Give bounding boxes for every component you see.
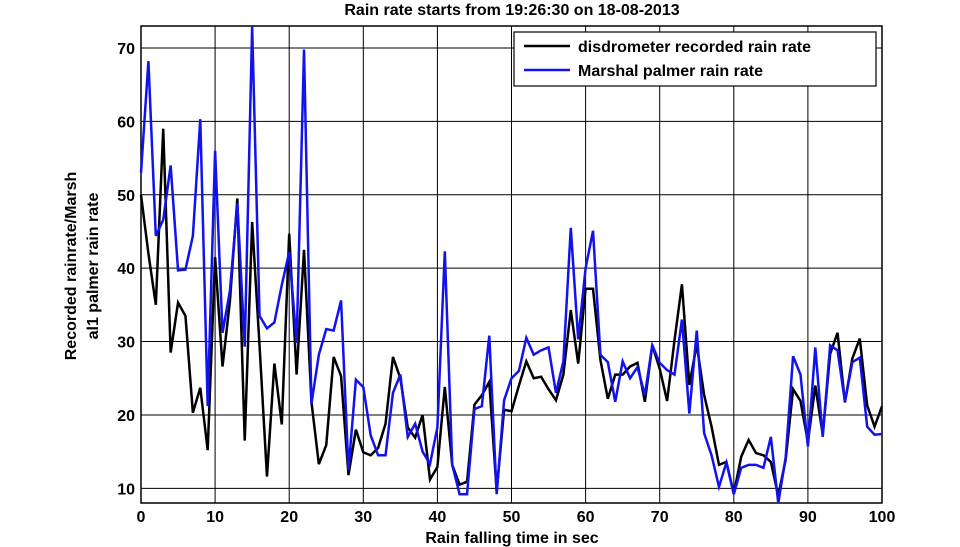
series-layer	[139, 26, 884, 504]
x-tick-label: 80	[725, 509, 743, 526]
chart-title: Rain rate starts from 19:26:30 on 18-08-…	[344, 2, 679, 19]
grid-lines	[141, 26, 882, 503]
y-tick-label: 60	[117, 114, 135, 131]
y-axis-label: Recorded rainrate/Marsh al1 palmer rain …	[63, 172, 102, 361]
legend: disdrometer recorded rain rate Marshal p…	[513, 31, 877, 87]
x-axis-label: Rain falling time in sec	[425, 530, 598, 547]
series-line-marshal-palmer	[139, 26, 883, 504]
y-tick-label: 30	[117, 335, 135, 352]
y-axis-label-line-2: al1 palmer rain rate	[85, 193, 102, 340]
x-tick-label: 20	[280, 509, 298, 526]
x-tick-label: 90	[799, 509, 817, 526]
y-tick-label: 10	[117, 481, 135, 498]
x-tick-label: 30	[354, 509, 372, 526]
y-tick-label: 20	[117, 408, 135, 425]
y-tick-label: 70	[117, 41, 135, 58]
x-tick-label: 50	[503, 509, 521, 526]
legend-label-disdrometer: disdrometer recorded rain rate	[578, 39, 811, 56]
y-tick-label: 40	[117, 261, 135, 278]
x-tick-label: 70	[651, 509, 669, 526]
x-tick-label: 60	[577, 509, 595, 526]
x-tick-label: 0	[137, 509, 146, 526]
x-tick-label: 100	[869, 509, 896, 526]
series-line-disdrometer	[139, 128, 884, 496]
legend-box	[513, 31, 877, 87]
x-tick-label: 40	[429, 509, 447, 526]
x-tick-label: 10	[206, 509, 224, 526]
y-tick-label: 50	[117, 188, 135, 205]
legend-label-marshal-palmer: Marshal palmer rain rate	[578, 63, 763, 80]
y-axis-label-line-1: Recorded rainrate/Marsh	[63, 172, 80, 361]
